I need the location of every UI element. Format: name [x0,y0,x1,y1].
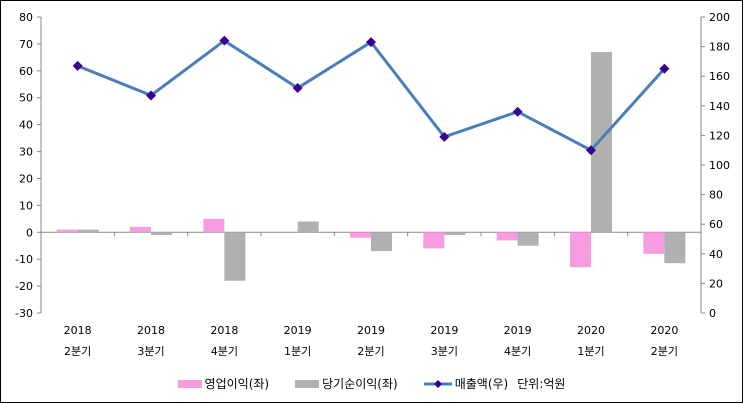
category-year-label: 2020 [650,324,678,337]
revenue-marker [439,131,450,142]
bar-net-income [371,232,392,252]
right-tick-label: 0 [709,307,716,320]
legend-item-net-income: 당기순이익(좌) [295,375,398,392]
category-year-label: 2020 [577,324,605,337]
bar-net-income [224,232,246,281]
legend-label: 당기순이익(좌) [322,377,398,391]
left-tick-label: 30 [19,146,33,159]
revenue-marker [366,37,376,48]
unit-note: 단위:억원 [517,377,566,391]
right-tick-label: 120 [709,129,730,142]
right-tick-label: 80 [709,189,723,202]
right-tick-label: 180 [709,41,730,54]
revenue-marker [292,83,303,94]
category-quarter-label: 2분기 [64,345,91,358]
revenue-marker [586,145,596,156]
legend-label: 영업이익(좌) [204,377,270,391]
revenue-marker [512,106,523,117]
legend-line-marker-icon [423,379,452,388]
revenue-marker [146,90,156,101]
left-tick-label: 50 [19,92,33,105]
legend-swatch-pink [177,379,202,388]
right-tick-label: 20 [709,277,723,290]
right-tick-label: 140 [709,100,730,113]
left-tick-label: 20 [19,172,33,185]
right-tick-label: 160 [709,70,730,83]
revenue-marker [219,35,230,46]
bar-operating-profit [570,232,591,268]
category-quarter-label: 3분기 [137,345,164,358]
bar-operating-profit [130,226,151,233]
category-quarter-label: 4분기 [211,345,238,358]
left-tick-label: 40 [19,119,33,132]
revenue-marker [72,60,83,71]
left-tick-label: -30 [15,307,33,320]
left-tick-label: -10 [15,253,33,266]
left-tick-label: -20 [15,280,33,293]
bar-net-income [664,232,686,264]
category-quarter-label: 3분기 [431,345,458,358]
bar-operating-profit [56,229,78,233]
legend-swatch-gray [295,379,320,388]
category-quarter-label: 1분기 [577,345,604,358]
bar-operating-profit [350,232,371,238]
bar-net-income [591,51,612,233]
bar-net-income [517,232,539,246]
right-tick-label: 200 [709,11,730,24]
category-year-label: 2019 [284,324,312,337]
legend-item-operating-profit: 영업이익(좌) [177,375,270,392]
revenue-line [77,38,666,153]
category-year-label: 2019 [357,324,385,337]
bar-net-income [297,221,319,233]
category-quarter-label: 4분기 [504,345,531,358]
category-year-label: 2018 [137,324,165,337]
legend-label: 매출액(우) [454,377,509,391]
left-tick-label: 70 [19,38,33,51]
bar-operating-profit [203,218,225,233]
category-year-label: 2018 [210,324,238,337]
revenue-marker [659,63,670,74]
category-year-label: 2019 [504,324,532,337]
legend: 영업이익(좌) 당기순이익(좌) 매출액(우) 단위:억원 [1,375,742,392]
right-tick-label: 60 [709,218,723,231]
left-tick-label: 60 [19,65,33,78]
legend-item-revenue: 매출액(우) 단위:억원 [423,375,566,392]
category-quarter-label: 2분기 [357,345,384,358]
category-year-label: 2019 [430,324,458,337]
bar-net-income [151,232,172,235]
right-tick-label: 40 [709,248,723,261]
left-tick-label: 80 [19,11,33,24]
bar-net-income [444,232,466,235]
category-quarter-label: 1분기 [284,345,311,358]
left-tick-label: 0 [26,226,33,239]
left-tick-label: 10 [19,199,33,212]
combo-chart: -30 -20 -10 0 10 20 30 40 50 60 70 80 0 20 40 60 80 100 12… [15,11,730,358]
category-quarter-label: 2분기 [651,345,678,358]
bar-operating-profit [423,232,445,249]
bar-operating-profit [643,232,665,254]
bar-net-income [77,229,99,233]
right-tick-label: 100 [709,159,730,172]
category-year-label: 2018 [64,324,92,337]
bar-operating-profit [496,232,518,241]
